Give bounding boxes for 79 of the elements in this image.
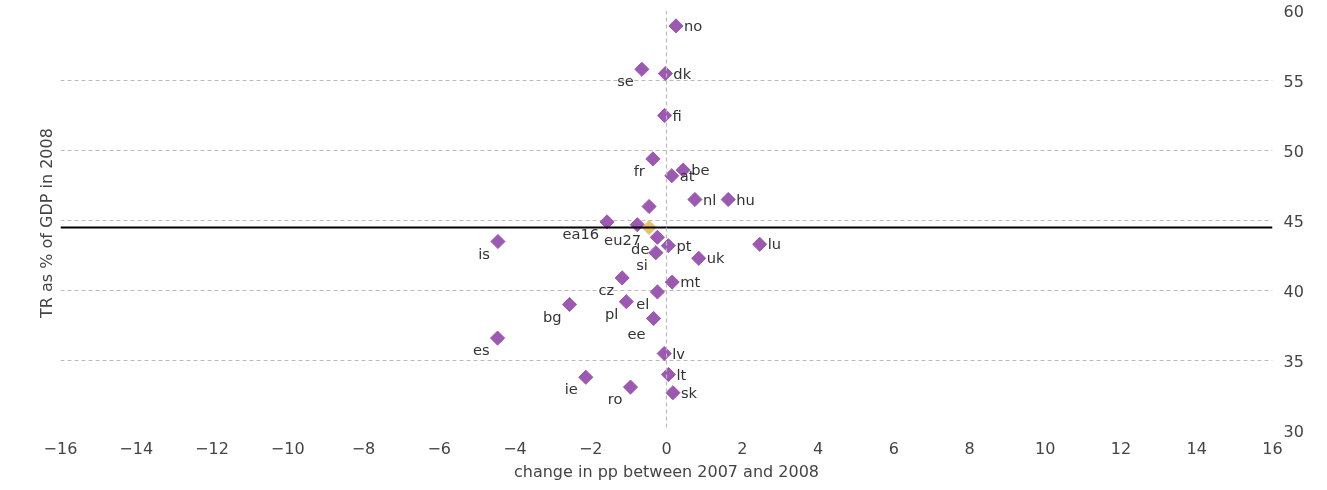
y-tick-label: 55 — [1283, 71, 1304, 91]
x-tick-label: −2 — [578, 438, 603, 458]
annotation: fi — [672, 106, 682, 124]
x-tick-label: 16 — [1262, 438, 1283, 458]
point — [657, 65, 673, 82]
x-tick-label: −4 — [503, 438, 527, 458]
x-tick-label: 0 — [661, 438, 672, 458]
point — [656, 345, 672, 362]
annotation: sk — [680, 383, 698, 401]
point — [561, 296, 578, 313]
point — [648, 245, 664, 261]
y-axis-title: TR as % of GDP in 2008 — [36, 128, 56, 319]
y-tick-label: 45 — [1283, 211, 1304, 231]
x-tick-label: 6 — [888, 438, 899, 458]
annotation: uk — [706, 249, 725, 267]
point — [660, 366, 676, 383]
x-tick-label: −16 — [43, 438, 78, 458]
point — [691, 250, 707, 266]
annotation: fr — [633, 161, 646, 179]
y-tick-label: 35 — [1283, 351, 1304, 371]
annotation: ie — [564, 380, 578, 398]
point — [490, 233, 506, 250]
point — [668, 18, 684, 34]
annotation: bg — [542, 307, 562, 325]
annotation: hu — [736, 190, 755, 208]
y-tick-label: 30 — [1283, 421, 1304, 441]
annotation: mt — [680, 273, 701, 291]
annotation: se — [617, 72, 634, 90]
annotation: nl — [702, 190, 717, 208]
point — [599, 214, 615, 230]
annotation: lt — [676, 365, 687, 383]
x-tick-label: 14 — [1186, 438, 1207, 458]
x-tick-label: −8 — [351, 438, 376, 458]
x-tick-label: 10 — [1035, 438, 1056, 458]
y-tick-label: 50 — [1283, 141, 1304, 161]
x-tick-label: 2 — [737, 438, 748, 458]
annotation: el — [636, 294, 650, 312]
annotation: ee — [627, 324, 646, 342]
annotation: pt — [676, 236, 692, 254]
annotation: dk — [673, 64, 692, 82]
x-tick-label: 8 — [964, 438, 975, 458]
point — [664, 274, 680, 290]
point — [752, 236, 768, 252]
y-tick-label: 40 — [1283, 281, 1304, 301]
annotation: is — [478, 244, 490, 262]
annotation: lu — [767, 235, 782, 253]
point — [665, 385, 681, 401]
annotation: lv — [672, 344, 686, 362]
x-tick-label: −14 — [119, 438, 154, 458]
point — [490, 330, 506, 346]
point — [614, 270, 630, 286]
x-axis-title: change in pp between 2007 and 2008 — [513, 461, 820, 481]
point — [660, 238, 676, 254]
point — [645, 151, 661, 167]
point — [657, 107, 673, 124]
point — [634, 61, 650, 77]
y-tick-label: 60 — [1283, 1, 1304, 21]
point — [664, 168, 680, 184]
annotation: es — [472, 341, 490, 359]
point — [720, 191, 736, 208]
point — [578, 369, 594, 385]
x-tick-label: −10 — [270, 438, 305, 458]
point — [649, 229, 665, 245]
point — [646, 310, 662, 327]
point — [641, 198, 657, 215]
annotation: ea16 — [562, 224, 600, 242]
annotation: si — [636, 255, 648, 273]
x-tick-label: −12 — [195, 438, 229, 458]
x-tick-label: 12 — [1110, 438, 1132, 458]
annotation: ro — [607, 390, 623, 408]
point — [687, 191, 703, 208]
x-tick-label: 4 — [812, 438, 824, 458]
annotation: cz — [598, 280, 615, 298]
point — [649, 284, 665, 300]
x-tick-label: −6 — [427, 438, 452, 458]
annotation: no — [683, 16, 703, 34]
point — [618, 294, 634, 310]
point — [622, 379, 639, 395]
annotation: pl — [604, 304, 619, 322]
